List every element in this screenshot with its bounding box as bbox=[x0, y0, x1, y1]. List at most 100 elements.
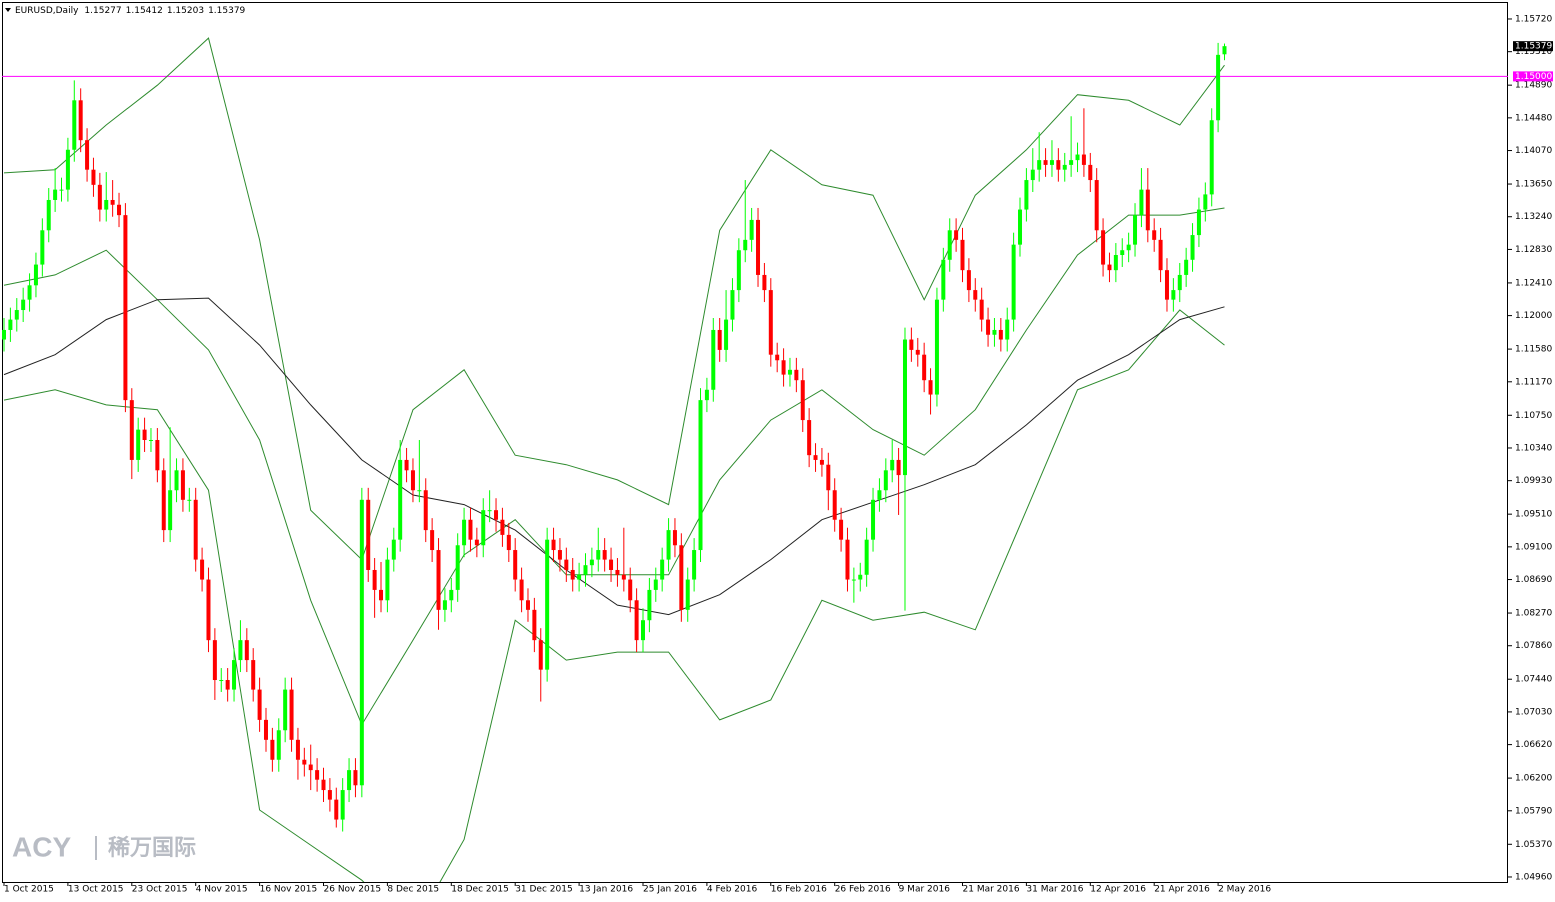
candle-body bbox=[180, 470, 185, 500]
x-tick-label: 31 Mar 2016 bbox=[1026, 885, 1083, 895]
candle-body bbox=[46, 199, 51, 231]
candle-body bbox=[1113, 255, 1118, 271]
x-tick-label: 18 Dec 2015 bbox=[451, 885, 509, 895]
candle-body bbox=[1107, 264, 1112, 271]
candle-body bbox=[1184, 259, 1189, 275]
candle-body bbox=[851, 579, 856, 581]
candle-body bbox=[768, 290, 773, 355]
x-tick-label: 26 Feb 2016 bbox=[835, 885, 891, 895]
candle-body bbox=[1088, 164, 1093, 181]
candle-body bbox=[417, 490, 422, 492]
candle-body bbox=[136, 429, 141, 460]
candle-body bbox=[692, 550, 697, 580]
candle-body bbox=[1094, 180, 1099, 231]
candle-body bbox=[430, 530, 435, 551]
symbol: EURUSD,Daily bbox=[15, 6, 79, 16]
candle-body bbox=[992, 329, 997, 335]
x-tick-label: 13 Oct 2015 bbox=[68, 885, 124, 895]
candle-body bbox=[78, 100, 83, 141]
candle-body bbox=[704, 389, 709, 401]
y-tick-label: 1.14890 bbox=[1515, 81, 1552, 91]
candle-body bbox=[1101, 230, 1106, 265]
indicator-line bbox=[3, 309, 1225, 882]
candle-body bbox=[615, 569, 620, 575]
level-tag-label: 1.15000 bbox=[1515, 72, 1552, 82]
candle-body bbox=[1216, 54, 1221, 121]
candle-body bbox=[1120, 250, 1125, 256]
candle-body bbox=[1037, 160, 1042, 170]
candle-body bbox=[1145, 189, 1150, 231]
x-tick-label: 23 Oct 2015 bbox=[132, 885, 188, 895]
candle-body bbox=[902, 339, 907, 476]
candle-body bbox=[359, 499, 364, 786]
candle-body bbox=[679, 545, 684, 610]
candle-body bbox=[129, 400, 134, 460]
x-tick-label: 9 Mar 2016 bbox=[899, 885, 951, 895]
candle-body bbox=[353, 770, 358, 786]
y-tick-label: 1.06620 bbox=[1515, 740, 1552, 750]
candle-body bbox=[877, 490, 882, 500]
y-tick-label: 1.05370 bbox=[1515, 840, 1552, 850]
candle-body bbox=[212, 640, 217, 681]
candle-body bbox=[72, 100, 77, 150]
candle-body bbox=[436, 550, 441, 610]
candle-body bbox=[366, 499, 371, 570]
candle-body bbox=[653, 579, 658, 590]
candle-body bbox=[308, 764, 313, 771]
open-value: 1.15277 bbox=[84, 6, 121, 16]
y-tick-label: 1.10340 bbox=[1515, 443, 1552, 453]
candle-body bbox=[525, 600, 530, 610]
candle-body bbox=[206, 579, 211, 641]
candle-body bbox=[302, 759, 307, 765]
candle-body bbox=[839, 519, 844, 540]
candle-body bbox=[954, 230, 959, 240]
y-tick-label: 1.13650 bbox=[1515, 180, 1552, 190]
candle-body bbox=[583, 565, 588, 575]
y-tick-label: 1.13240 bbox=[1515, 212, 1552, 222]
candle-body bbox=[781, 360, 786, 375]
chart-header: EURUSD,Daily 1.15277 1.15412 1.15203 1.15379 bbox=[15, 6, 246, 16]
candle-body bbox=[1177, 274, 1182, 291]
y-tick-label: 1.12830 bbox=[1515, 245, 1552, 255]
y-tick-label: 1.05790 bbox=[1515, 806, 1552, 816]
candle-body bbox=[487, 510, 492, 512]
candle-body bbox=[883, 470, 888, 491]
candle-body bbox=[21, 299, 26, 311]
candle-body bbox=[513, 550, 518, 580]
high-value: 1.15412 bbox=[126, 6, 163, 16]
candle-body bbox=[628, 579, 633, 601]
candle-body bbox=[845, 539, 850, 580]
candle-body bbox=[538, 640, 543, 670]
candle-body bbox=[283, 689, 288, 731]
candle-body bbox=[110, 199, 115, 205]
candle-body bbox=[621, 574, 626, 580]
candle-body bbox=[602, 550, 607, 560]
x-tick-label: 25 Jan 2016 bbox=[643, 885, 697, 895]
candle-body bbox=[200, 559, 205, 580]
candle-body bbox=[474, 539, 479, 546]
y-tick-label: 1.15720 bbox=[1515, 14, 1552, 24]
candle-body bbox=[589, 559, 594, 566]
candle-body bbox=[219, 680, 224, 682]
candle-body bbox=[922, 354, 927, 381]
candle-body bbox=[787, 369, 792, 375]
candle-body bbox=[1196, 209, 1201, 236]
y-tick-label: 1.10750 bbox=[1515, 411, 1552, 421]
candle-body bbox=[915, 349, 920, 355]
candle-body bbox=[468, 519, 473, 540]
candle-body bbox=[276, 730, 281, 760]
candle-body bbox=[315, 770, 320, 780]
candle-body bbox=[2, 329, 6, 340]
candle-body bbox=[666, 530, 671, 560]
candle-body bbox=[743, 239, 748, 251]
candle-body bbox=[1209, 120, 1214, 195]
candle-body bbox=[59, 189, 64, 191]
candle-body bbox=[730, 290, 735, 320]
y-tick-label: 1.07030 bbox=[1515, 707, 1552, 717]
candle-body bbox=[1126, 244, 1131, 251]
candle-body bbox=[65, 149, 70, 190]
y-tick-label: 1.11170 bbox=[1515, 377, 1552, 387]
candle-body bbox=[896, 459, 901, 476]
candle-body bbox=[1203, 194, 1208, 210]
